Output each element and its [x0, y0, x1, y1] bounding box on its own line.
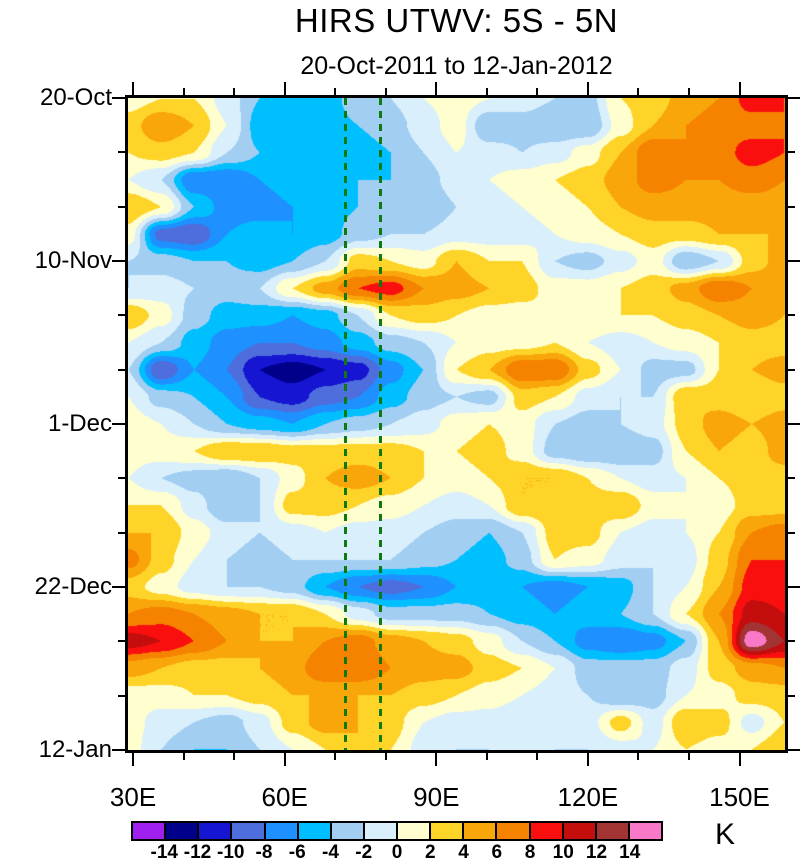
colorbar-tick-label: 4	[458, 842, 469, 863]
y-major-tick	[788, 749, 800, 751]
y-minor-tick	[118, 477, 125, 480]
colorbar-tick-label: -2	[355, 842, 373, 863]
colorbar-cell	[133, 823, 167, 839]
x-tick-label: 120E	[557, 782, 619, 812]
y-minor-tick	[788, 477, 795, 480]
y-major-tick	[112, 260, 125, 262]
y-minor-tick	[118, 694, 125, 697]
x-major-tick	[586, 753, 589, 766]
colorbar-tick-label: 0	[391, 842, 403, 863]
y-minor-tick	[788, 314, 795, 317]
colorbar-tick-label: 6	[491, 842, 503, 863]
x-major-tick	[435, 753, 438, 766]
y-major-tick	[788, 97, 800, 99]
colorbar-cell	[298, 823, 332, 839]
x-minor-tick	[334, 753, 337, 760]
y-minor-tick	[788, 640, 795, 643]
y-minor-tick	[788, 151, 795, 154]
y-minor-tick	[788, 694, 795, 697]
colorbar-cell	[464, 823, 498, 839]
x-minor-tick	[182, 88, 185, 95]
chart-subtitle: 20-Oct-2011 to 12-Jan-2012	[300, 52, 613, 80]
colorbar-tick-label: 10	[552, 842, 574, 863]
x-major-tick	[435, 82, 438, 95]
colorbar-unit-label: K	[714, 818, 735, 851]
y-minor-tick	[118, 368, 125, 371]
colorbar-tick-label: 12	[585, 842, 608, 863]
y-major-tick	[112, 423, 125, 425]
x-major-tick	[738, 82, 741, 95]
x-tick-label: 90E	[413, 782, 460, 812]
colorbar-tick-label: 2	[424, 842, 436, 863]
y-major-tick	[788, 586, 800, 588]
colorbar-tick-label: 14	[619, 842, 641, 863]
colorbar-cell	[563, 823, 597, 839]
colorbar-tick-label: -12	[183, 842, 212, 863]
x-minor-tick	[536, 753, 539, 760]
y-minor-tick	[118, 314, 125, 317]
x-major-tick	[283, 82, 286, 95]
y-minor-tick	[118, 640, 125, 643]
y-major-tick	[112, 586, 125, 588]
heatmap-canvas	[128, 98, 785, 750]
colorbar-tick-label: 8	[524, 842, 536, 863]
colorbar-tick-label: -8	[255, 842, 273, 863]
x-minor-tick	[485, 753, 488, 760]
colorbar-cell	[199, 823, 233, 839]
colorbar-cell	[398, 823, 432, 839]
colorbar-cell	[629, 823, 661, 839]
y-minor-tick	[118, 151, 125, 154]
x-major-tick	[132, 82, 135, 95]
x-tick-label: 60E	[261, 782, 308, 812]
x-major-tick	[132, 753, 135, 766]
x-minor-tick	[485, 88, 488, 95]
x-minor-tick	[637, 88, 640, 95]
x-minor-tick	[687, 753, 690, 760]
x-minor-tick	[687, 88, 690, 95]
y-tick-label: 12-Jan	[38, 736, 112, 763]
y-tick-label: 20-Oct	[39, 84, 112, 111]
y-major-tick	[788, 260, 800, 262]
x-tick-label: 150E	[709, 782, 770, 812]
colorbar-cell	[497, 823, 531, 839]
colorbar-cell	[166, 823, 200, 839]
colorbar-tick-label: -4	[322, 842, 339, 863]
y-minor-tick	[118, 205, 125, 208]
y-minor-tick	[788, 368, 795, 371]
colorbar-cells	[131, 821, 663, 841]
x-major-tick	[738, 753, 741, 766]
chart-title: HIRS UTWV: 5S - 5N	[294, 2, 619, 39]
x-major-tick	[586, 82, 589, 95]
y-tick-label: 22-Dec	[34, 573, 112, 600]
colorbar-cell	[232, 823, 266, 839]
x-minor-tick	[334, 88, 337, 95]
y-tick-label: 1-Dec	[47, 410, 112, 437]
y-major-tick	[112, 97, 125, 99]
colorbar-tick-label: -10	[217, 842, 245, 863]
y-minor-tick	[788, 205, 795, 208]
x-minor-tick	[233, 88, 236, 95]
y-major-tick	[112, 749, 125, 751]
y-major-tick	[788, 423, 800, 425]
y-minor-tick	[118, 531, 125, 534]
x-minor-tick	[637, 753, 640, 760]
x-tick-label: 30E	[109, 782, 157, 812]
x-minor-tick	[536, 88, 539, 95]
colorbar-cell	[331, 823, 365, 839]
colorbar-cell	[364, 823, 398, 839]
x-minor-tick	[384, 88, 387, 95]
y-minor-tick	[788, 531, 795, 534]
colorbar-cell	[596, 823, 630, 839]
y-tick-label: 10-Nov	[34, 247, 112, 274]
colorbar-tick-label: -14	[150, 842, 178, 863]
x-minor-tick	[384, 753, 387, 760]
colorbar-tick-label: -6	[288, 842, 306, 863]
colorbar-cell	[530, 823, 564, 839]
x-minor-tick	[233, 753, 236, 760]
x-minor-tick	[182, 753, 185, 760]
x-major-tick	[283, 753, 286, 766]
colorbar-cell	[431, 823, 465, 839]
colorbar-cell	[265, 823, 299, 839]
